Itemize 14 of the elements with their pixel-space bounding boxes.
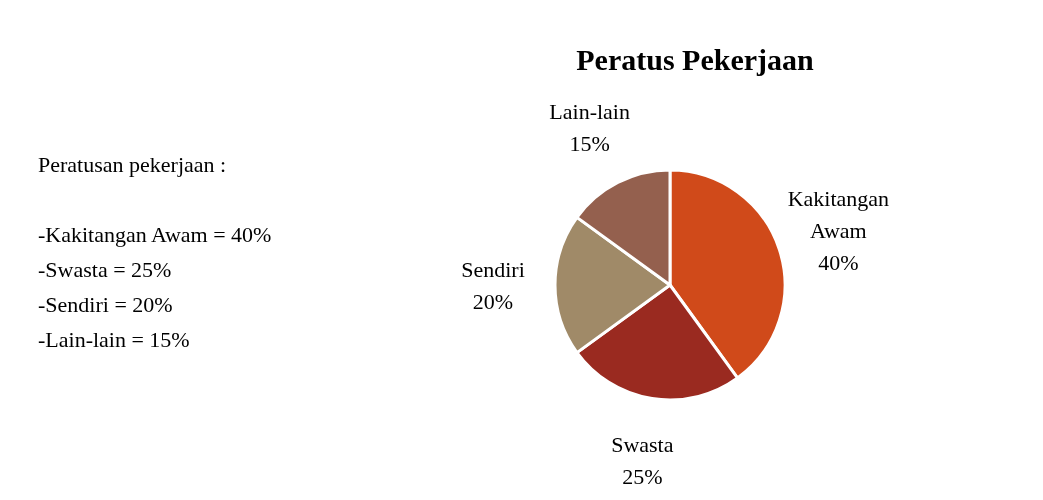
data-label: 25%: [622, 463, 663, 489]
slice-label: Swasta: [611, 431, 674, 457]
slice-label: Lain-lain: [549, 99, 630, 125]
text: -Kakitangan Awam = 40%: [38, 222, 272, 247]
chart-title: Peratus Pekerjaan: [576, 43, 815, 76]
slice-label: Sendiri: [461, 257, 525, 282]
slice-label: Kakitangan Awam: [787, 186, 890, 244]
text: -Sendiri = 20%: [38, 292, 173, 317]
text: -Swasta = 25%: [38, 257, 172, 282]
text: -Lain-lain = 15%: [38, 327, 190, 352]
data-label: 40%: [818, 250, 859, 276]
data-label: 20%: [472, 289, 514, 314]
data-label: 15%: [569, 131, 610, 157]
text: Peratusan pekerjaan :: [38, 152, 227, 177]
